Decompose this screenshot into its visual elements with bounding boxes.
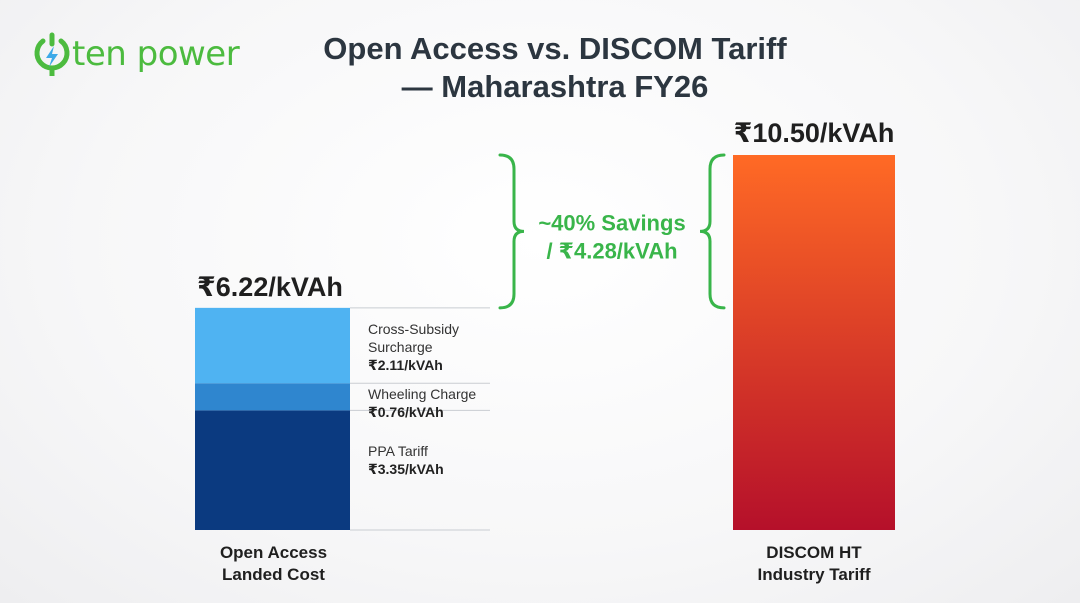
segment-label-cross-subsidy-line1: Cross-Subsidy [368, 321, 459, 337]
category-label-discom-line2: Industry Tariff [757, 565, 870, 584]
savings-brace-right [699, 153, 726, 310]
segment-value-wheeling-charge: ₹0.76/kVAh [368, 404, 444, 420]
power-bolt-icon [34, 32, 70, 76]
segment-label-cross-subsidy-line2: Surcharge [368, 339, 433, 355]
logo-text: ten power [72, 34, 240, 74]
segment-value-ppa-tariff: ₹3.35/kVAh [368, 461, 444, 477]
category-label-open-access-line1: Open Access [220, 543, 327, 562]
segment-label-wheeling-charge: Wheeling Charge [368, 386, 476, 402]
bar-total-label-open-access: ₹6.22/kVAh [197, 272, 343, 302]
bar-segment-2 [195, 383, 350, 411]
segment-label-ppa-tariff: PPA Tariff [368, 443, 428, 459]
bar-segment-3 [195, 307, 350, 384]
category-label-open-access-line2: Landed Cost [222, 565, 325, 584]
savings-label-line2: / ₹4.28/kVAh [546, 238, 677, 263]
bar-total-label-discom: ₹10.50/kVAh [734, 118, 895, 148]
savings-brace-left [498, 153, 525, 310]
bar-discom-tariff [733, 155, 895, 530]
category-label-discom-line1: DISCOM HT [766, 543, 862, 562]
segment-value-cross-subsidy: ₹2.11/kVAh [368, 357, 443, 373]
savings-label-line1: ~40% Savings [538, 210, 685, 235]
chart-title-line1: Open Access vs. DISCOM Tariff [323, 31, 787, 66]
chart-title: Open Access vs. DISCOM Tariff — Maharash… [270, 30, 840, 106]
brand-logo: ten power [32, 26, 240, 82]
chart-title-line2: — Maharashtra FY26 [401, 69, 709, 104]
bar-segment-1 [195, 410, 350, 530]
